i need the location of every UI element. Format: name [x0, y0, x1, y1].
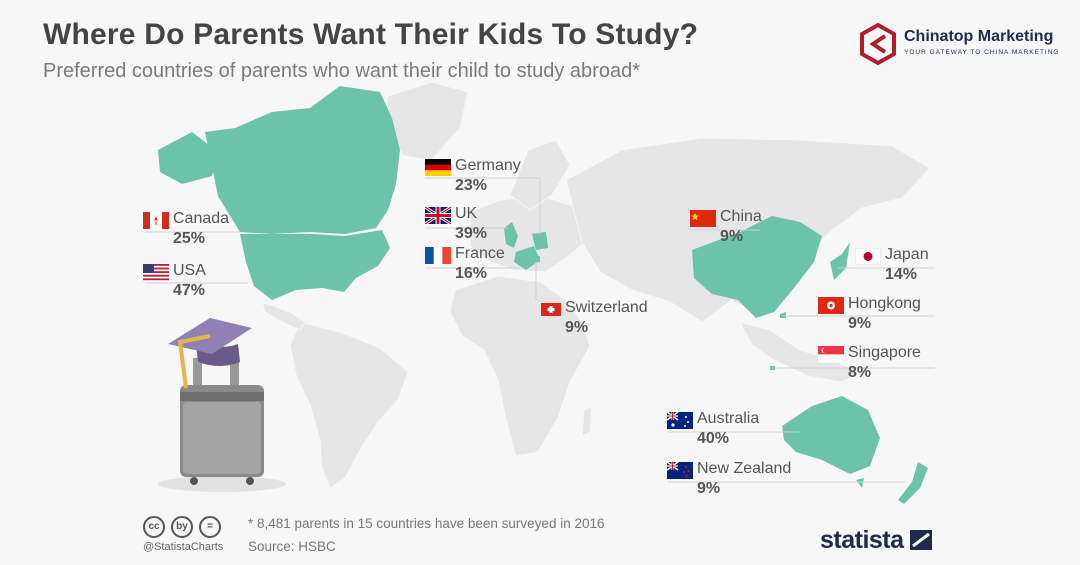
brand-hexagon-icon	[860, 22, 896, 66]
country-name-china: China	[720, 208, 762, 225]
statista-logo[interactable]: statista	[820, 526, 932, 555]
france-region	[514, 246, 540, 270]
japan-flag-icon	[855, 248, 881, 265]
brand-logo[interactable]: Chinatop Marketing YOUR GATEWAY TO CHINA…	[858, 22, 1058, 68]
new-zealand-region	[898, 462, 928, 504]
country-value-canada: 25%	[173, 230, 206, 247]
africa-land	[449, 275, 591, 457]
country-name-hongkong: Hongkong	[848, 295, 921, 312]
madagascar-land	[581, 405, 593, 437]
australia-flag-icon	[667, 412, 693, 429]
china-flag-icon	[690, 210, 716, 227]
country-name-canada: Canada	[173, 210, 230, 227]
country-name-germany: Germany	[455, 157, 521, 174]
china-region	[692, 216, 822, 318]
usa-region	[240, 230, 390, 300]
country-name-australia: Australia	[697, 410, 760, 427]
country-value-singapore: 8%	[848, 364, 872, 381]
country-name-new-zealand: New Zealand	[697, 460, 792, 477]
survey-note: * 8,481 parents in 15 countries have bee…	[248, 516, 605, 531]
country-name-uk: UK	[455, 205, 478, 222]
germany-region	[532, 232, 548, 250]
suitcase-shadow	[158, 476, 286, 492]
uk-flag-icon	[425, 207, 451, 224]
suitcase-handle-post-right	[230, 358, 239, 392]
suitcase-handle-post	[193, 358, 202, 392]
scandinavia-land	[509, 139, 571, 211]
country-value-new-zealand: 9%	[697, 480, 721, 497]
country-value-uk: 39%	[455, 225, 488, 242]
by-icon: by	[171, 516, 193, 538]
canada-flag-icon	[143, 212, 169, 229]
source-text: Source: HSBC	[248, 539, 336, 554]
usa-flag-icon	[143, 264, 169, 281]
brand-tagline: YOUR GATEWAY TO CHINA MARKETING	[904, 49, 1060, 56]
country-name-france: France	[455, 245, 505, 262]
country-value-usa: 47%	[173, 282, 206, 299]
southeast-asia-land	[739, 321, 862, 383]
new-zealand-flag-icon	[667, 462, 693, 479]
mortarboard-tassel	[177, 334, 211, 389]
france-flag-icon	[425, 247, 451, 264]
australia-region	[782, 396, 880, 474]
central-america-land	[261, 301, 306, 331]
south-america-land	[289, 321, 409, 489]
country-value-australia: 40%	[697, 430, 730, 447]
country-value-japan: 14%	[885, 266, 918, 283]
brand-name: Chinatop Marketing	[904, 28, 1054, 45]
hongkong-region	[780, 312, 786, 318]
suitcase-band	[180, 392, 264, 401]
singapore-flag-icon	[818, 346, 844, 363]
switzerland-region	[532, 256, 540, 263]
germany-flag-icon	[425, 159, 451, 176]
nd-icon: =	[199, 516, 221, 538]
country-name-switzerland: Switzerland	[565, 299, 648, 316]
statista-mark-icon	[910, 530, 932, 550]
cc-icon: cc	[143, 516, 165, 538]
statista-handle: @StatistaCharts	[143, 541, 224, 553]
chart-subtitle: Preferred countries of parents who want …	[43, 60, 640, 82]
country-value-france: 16%	[455, 265, 488, 282]
statista-wordmark: statista	[820, 526, 904, 554]
suitcase-illustration	[158, 318, 286, 492]
chart-title: Where Do Parents Want Their Kids To Stud…	[43, 18, 699, 51]
leader-germany	[425, 177, 541, 234]
country-name-singapore: Singapore	[848, 344, 921, 361]
hongkong-flag-icon	[818, 297, 844, 314]
canada-region	[205, 86, 400, 234]
suitcase-front	[183, 402, 261, 474]
japan-region	[830, 242, 850, 280]
country-name-japan: Japan	[885, 246, 929, 263]
alaska-region	[158, 132, 218, 184]
country-name-usa: USA	[173, 262, 206, 279]
suitcase-wheel-left	[190, 477, 198, 485]
country-value-germany: 23%	[455, 177, 488, 194]
country-value-hongkong: 9%	[848, 315, 872, 332]
tasmania-region	[856, 478, 864, 488]
country-value-china: 9%	[720, 228, 744, 245]
country-value-switzerland: 9%	[565, 319, 589, 336]
suitcase-wheel-right	[246, 477, 254, 485]
switzerland-flag-icon	[541, 302, 561, 317]
